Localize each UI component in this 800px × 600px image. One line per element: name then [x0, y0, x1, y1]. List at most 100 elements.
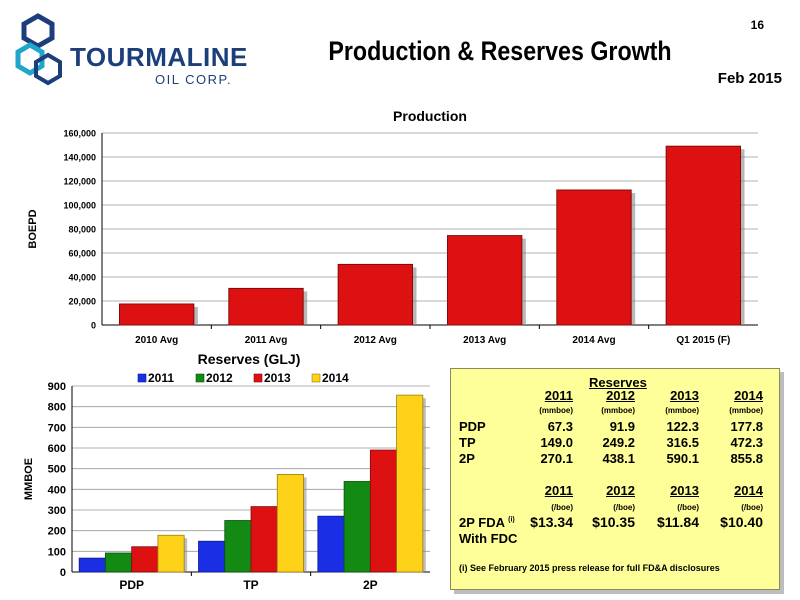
- table-cell: 249.2: [602, 435, 635, 450]
- fda-label-fdc: With FDC: [459, 531, 518, 546]
- slide-date: Feb 2015: [717, 70, 782, 87]
- legend-label: 2013: [264, 371, 291, 385]
- y-tick-label: 100,000: [63, 201, 96, 211]
- x-tick-label: 2010 Avg: [135, 335, 178, 346]
- x-tick-label: PDP: [119, 578, 144, 592]
- table-unit: (mmboe): [601, 406, 635, 415]
- reserves-y-axis-label: MMBOE: [23, 458, 35, 500]
- y-tick-label: 0: [91, 321, 96, 331]
- x-tick-label: TP: [243, 578, 258, 592]
- reserves-bar: [396, 394, 424, 573]
- reserves-table: Reserves 2011 2012 2013 2014 (mmboe) (mm…: [451, 369, 779, 589]
- legend-swatch: [137, 373, 147, 383]
- table-year-header: 2013: [670, 483, 699, 498]
- table-unit: (/boe): [741, 503, 763, 512]
- production-bar: [446, 235, 523, 326]
- legend-label: 2014: [322, 371, 349, 385]
- table-unit: (/boe): [613, 503, 635, 512]
- production-bar: [337, 263, 414, 326]
- table-cell: 855.8: [730, 451, 763, 466]
- production-bar: [118, 303, 195, 326]
- y-tick-label: 160,000: [63, 129, 96, 139]
- company-logo: TOURMALINE OIL CORP.: [12, 12, 247, 92]
- x-tick-label: 2014 Avg: [572, 335, 615, 346]
- reserves-table-panel: Reserves 2011 2012 2013 2014 (mmboe) (mm…: [450, 368, 780, 590]
- reserves-bar: [343, 481, 371, 573]
- reserves-bar: [369, 449, 397, 573]
- y-tick-label: 600: [48, 443, 66, 455]
- table-year-header: 2014: [734, 388, 763, 403]
- production-chart-title: Production: [393, 108, 467, 124]
- y-tick-label: 900: [48, 381, 66, 393]
- production-bar: [228, 287, 304, 326]
- legend-label: 2012: [206, 371, 233, 385]
- fda-footnote-marker: (i): [508, 516, 515, 524]
- y-tick-label: 40,000: [68, 273, 96, 283]
- production-chart: Production BOEPD 0 20,000 40,000 60,000 80,000…: [27, 108, 758, 346]
- fda-value: $11.84: [656, 514, 699, 530]
- reserves-bar: [250, 506, 278, 573]
- table-year-header: 2014: [734, 483, 763, 498]
- table-cell: 438.1: [602, 451, 635, 466]
- legend-swatch: [195, 373, 205, 383]
- table-unit: (mmboe): [665, 406, 699, 415]
- logo-wordmark: TOURMALINE: [70, 42, 248, 72]
- table-row-label: 2P: [459, 451, 475, 466]
- x-tick-label: 2013 Avg: [463, 335, 506, 346]
- y-tick-label: 200: [48, 526, 66, 538]
- reserves-bar: [198, 540, 226, 573]
- slide-title: Production & Reserves Growth: [328, 36, 672, 66]
- reserves-chart-title: Reserves (GLJ): [198, 351, 301, 367]
- reserves-bar: [157, 534, 185, 573]
- table-cell: 122.3: [666, 419, 699, 434]
- fda-label-text: 2P FDA: [459, 515, 505, 530]
- table-row-label: PDP: [459, 419, 486, 434]
- y-tick-label: 80,000: [68, 225, 96, 235]
- table-cell: 67.3: [547, 419, 573, 434]
- table-unit: (/boe): [677, 503, 699, 512]
- table-year-header: 2011: [544, 483, 573, 498]
- page-number: 16: [750, 18, 764, 32]
- table-unit: (/boe): [551, 503, 573, 512]
- reserves-bar: [105, 552, 133, 573]
- table-year-header: 2012: [606, 483, 635, 498]
- y-tick-label: 500: [48, 464, 66, 476]
- reserves-bar: [317, 515, 345, 573]
- y-tick-label: 120,000: [63, 177, 96, 187]
- reserves-bar: [224, 520, 252, 573]
- legend-swatch: [253, 373, 263, 383]
- x-tick-label: 2012 Avg: [354, 335, 397, 346]
- reserves-table-title: Reserves: [589, 375, 647, 390]
- table-cell: 316.5: [666, 435, 699, 450]
- logo-subtitle: OIL CORP.: [155, 72, 233, 87]
- fda-value: $10.35: [592, 514, 635, 530]
- table-cell: 590.1: [666, 451, 699, 466]
- y-tick-label: 300: [48, 505, 66, 517]
- production-bar: [665, 145, 742, 326]
- fda-value: $13.34: [530, 514, 573, 530]
- table-row-label: TP: [459, 435, 476, 450]
- table-unit: (mmboe): [729, 406, 763, 415]
- y-tick-label: 400: [48, 484, 66, 496]
- reserves-bar: [131, 546, 159, 573]
- legend-swatch: [311, 373, 321, 383]
- table-footnote: (i) See February 2015 press release for …: [459, 563, 720, 573]
- x-tick-label: 2P: [363, 578, 378, 592]
- table-year-header: 2012: [606, 388, 635, 403]
- table-cell: 91.9: [609, 419, 635, 434]
- table-year-header: 2011: [544, 388, 573, 403]
- y-tick-label: 20,000: [68, 297, 96, 307]
- fda-value: $10.40: [720, 514, 763, 530]
- y-tick-label: 0: [60, 567, 66, 579]
- fda-label: 2P FDA (i): [459, 515, 515, 530]
- table-year-header: 2013: [670, 388, 699, 403]
- reserves-bar: [78, 557, 106, 573]
- production-bar: [556, 189, 632, 326]
- y-tick-label: 140,000: [63, 153, 96, 163]
- x-tick-label: 2011 Avg: [245, 335, 288, 346]
- reserves-bar: [276, 473, 304, 573]
- table-cell: 472.3: [730, 435, 763, 450]
- production-y-axis-label: BOEPD: [27, 209, 39, 248]
- x-tick-label: Q1 2015 (F): [676, 335, 730, 346]
